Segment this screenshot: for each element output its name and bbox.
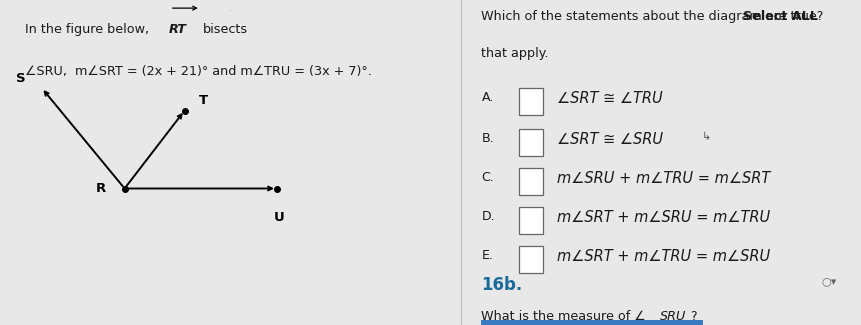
Text: ∠SRT ≅ ∠SRU: ∠SRT ≅ ∠SRU bbox=[557, 132, 664, 147]
Text: B.: B. bbox=[481, 132, 494, 145]
Text: R: R bbox=[96, 182, 106, 195]
Bar bbox=[481, 320, 703, 325]
Text: A.: A. bbox=[481, 91, 493, 104]
Bar bbox=[519, 129, 542, 156]
Text: S: S bbox=[15, 72, 25, 84]
Text: SRU: SRU bbox=[660, 310, 686, 323]
Text: T: T bbox=[198, 94, 208, 107]
Text: D.: D. bbox=[481, 210, 495, 223]
Text: U: U bbox=[274, 211, 285, 224]
Text: ○▾: ○▾ bbox=[821, 276, 836, 286]
Text: What is the measure of ∠: What is the measure of ∠ bbox=[481, 310, 646, 323]
Text: RT: RT bbox=[169, 23, 187, 36]
Text: m∠SRT + m∠TRU = m∠SRU: m∠SRT + m∠TRU = m∠SRU bbox=[557, 249, 771, 264]
Bar bbox=[519, 88, 542, 115]
Text: m∠SRU + m∠TRU = m∠SRT: m∠SRU + m∠TRU = m∠SRT bbox=[557, 171, 771, 186]
Bar bbox=[519, 246, 542, 273]
Text: 16b.: 16b. bbox=[481, 276, 523, 294]
Text: ↳: ↳ bbox=[701, 132, 710, 142]
Text: ∠SRU,  m∠SRT = (2x + 21)° and m∠TRU = (3x + 7)°.: ∠SRU, m∠SRT = (2x + 21)° and m∠TRU = (3x… bbox=[25, 65, 372, 78]
Text: In the figure below,: In the figure below, bbox=[25, 23, 150, 36]
Text: E.: E. bbox=[481, 249, 493, 262]
Text: ?: ? bbox=[690, 310, 697, 323]
Text: Which of the statements about the diagram are true?: Which of the statements about the diagra… bbox=[481, 10, 827, 23]
Bar bbox=[519, 207, 542, 234]
Text: ∠SRT ≅ ∠TRU: ∠SRT ≅ ∠TRU bbox=[557, 91, 663, 106]
Text: C.: C. bbox=[481, 171, 494, 184]
Text: Select ALL: Select ALL bbox=[743, 10, 818, 23]
Text: .: . bbox=[229, 3, 232, 13]
Text: m∠SRT + m∠SRU = m∠TRU: m∠SRT + m∠SRU = m∠TRU bbox=[557, 210, 771, 225]
Bar bbox=[519, 168, 542, 195]
Text: that apply.: that apply. bbox=[481, 47, 549, 60]
Text: bisects: bisects bbox=[203, 23, 248, 36]
